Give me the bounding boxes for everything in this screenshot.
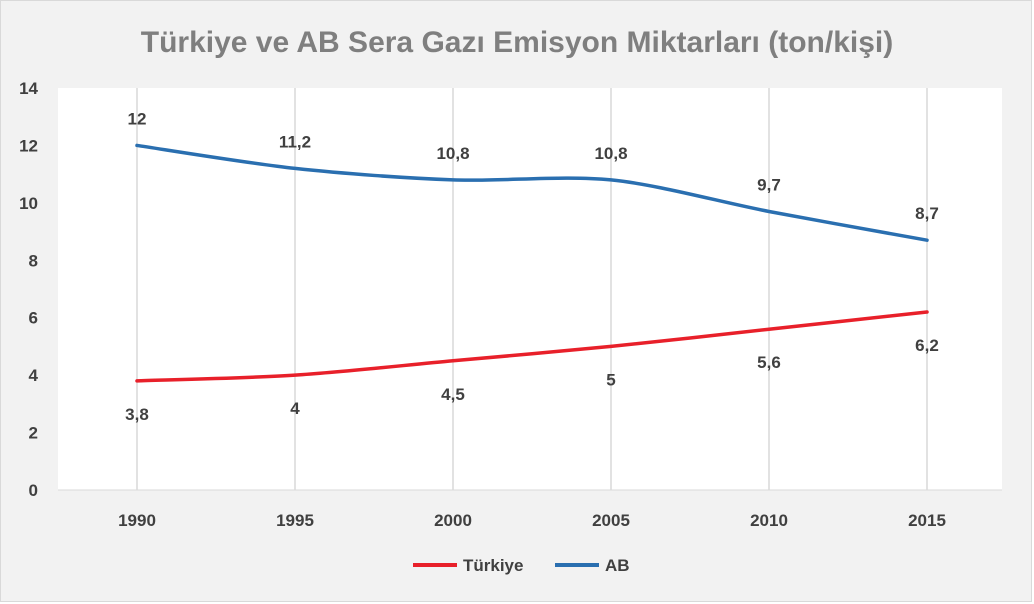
legend-item: AB — [555, 556, 630, 575]
y-tick-label: 2 — [29, 424, 38, 443]
legend: Türkiye AB — [413, 556, 630, 575]
data-label: 10,8 — [436, 144, 469, 163]
data-label: 4 — [290, 399, 300, 418]
legend-item: Türkiye — [413, 556, 523, 575]
data-label: 12 — [128, 109, 147, 128]
data-label: 5,6 — [757, 353, 781, 372]
y-tick-label: 10 — [19, 194, 38, 213]
series-line-t-rkiye — [135, 310, 929, 383]
data-label: 3,8 — [125, 405, 149, 424]
legend-label: Türkiye — [463, 556, 523, 575]
x-tick-label: 2010 — [750, 511, 788, 530]
x-tick-label: 1990 — [118, 511, 156, 530]
x-tick-label: 2015 — [908, 511, 946, 530]
y-tick-label: 12 — [19, 136, 38, 155]
y-tick-label: 4 — [29, 366, 39, 385]
y-tick-label: 6 — [29, 309, 38, 328]
data-label: 6,2 — [915, 336, 939, 355]
y-axis: 0 2 4 6 8 10 12 14 — [19, 79, 38, 500]
plot-area — [58, 88, 1002, 490]
legend-label: AB — [605, 556, 630, 575]
x-tick-label: 1995 — [276, 511, 314, 530]
data-label: 11,2 — [279, 132, 311, 151]
chart-title: Türkiye ve AB Sera Gazı Emisyon Miktarla… — [141, 26, 893, 59]
y-tick-label: 0 — [29, 481, 38, 500]
data-label: 4,5 — [441, 385, 465, 404]
data-label: 10,8 — [594, 144, 627, 163]
gridlines — [136, 88, 928, 490]
y-tick-label: 8 — [29, 251, 38, 270]
x-tick-label: 2000 — [434, 511, 472, 530]
y-tick-label: 14 — [19, 79, 38, 98]
x-axis: 1990 1995 2000 2005 2010 2015 — [118, 511, 946, 530]
data-label: 8,7 — [915, 204, 939, 223]
data-label: 9,7 — [757, 175, 781, 194]
data-labels: 3,8 4 4,5 5 5,6 6,2 12 11,2 10,8 10,8 9,7 8,7 — [125, 109, 939, 423]
series-line-ab — [135, 143, 929, 242]
series-group — [135, 143, 929, 383]
data-label: 5 — [606, 370, 615, 389]
x-tick-label: 2005 — [592, 511, 630, 530]
